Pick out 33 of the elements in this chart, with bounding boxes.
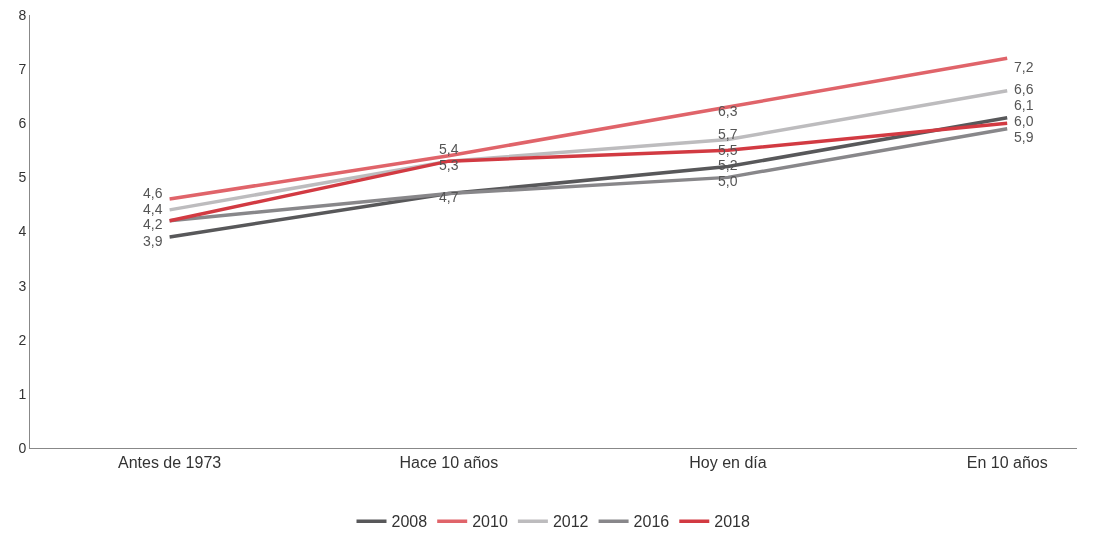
data-label: 6,1 xyxy=(1014,97,1034,113)
y-tick-label: 6 xyxy=(18,115,27,132)
legend-label: 2016 xyxy=(633,513,670,531)
data-label: 5,7 xyxy=(718,126,738,142)
data-label: 7,2 xyxy=(1014,59,1034,75)
legend-label: 2008 xyxy=(391,513,428,531)
data-label: 6,6 xyxy=(1014,81,1034,97)
data-label: 5,9 xyxy=(1014,129,1034,145)
x-tick-label: En 10 años xyxy=(966,454,1048,472)
y-tick-label: 4 xyxy=(18,223,27,240)
y-tick-label: 0 xyxy=(18,439,27,456)
data-label: 5,2 xyxy=(718,157,738,173)
y-tick-label: 2 xyxy=(18,331,27,348)
data-label: 5,4 xyxy=(439,141,459,157)
x-tick-label: Hace 10 años xyxy=(399,454,499,472)
data-label: 5,0 xyxy=(718,173,738,189)
legend-label: 2012 xyxy=(552,513,589,531)
y-tick-label: 3 xyxy=(18,277,27,294)
x-tick-label: Hoy en día xyxy=(689,454,767,472)
y-tick-label: 8 xyxy=(18,6,27,23)
legend-label: 2018 xyxy=(714,513,750,531)
y-tick-label: 7 xyxy=(18,61,27,78)
y-tick-label: 1 xyxy=(18,385,27,402)
legend-label: 2010 xyxy=(472,513,508,531)
data-label: 6,0 xyxy=(1014,113,1034,129)
x-tick-label: Antes de 1973 xyxy=(118,454,222,472)
data-label: 4,2 xyxy=(143,216,163,232)
data-label: 4,4 xyxy=(143,201,163,217)
data-label: 3,9 xyxy=(143,233,163,249)
data-label: 6,3 xyxy=(718,103,738,119)
data-label: 4,6 xyxy=(143,185,163,201)
y-tick-label: 5 xyxy=(18,169,27,186)
line-series xyxy=(167,89,1009,212)
